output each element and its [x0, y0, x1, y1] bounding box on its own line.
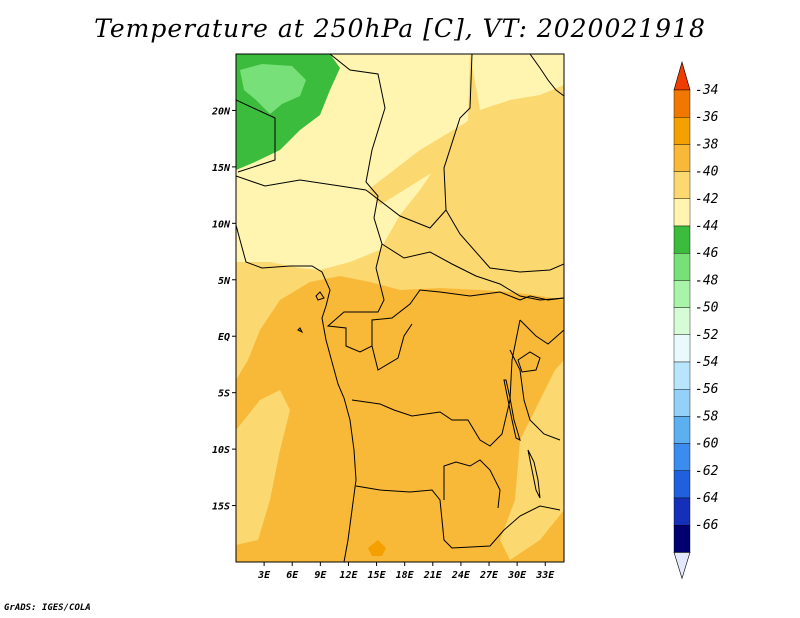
lon-tick-label: 27E [479, 570, 499, 581]
lon-tick-label: 15E [368, 570, 387, 581]
lon-tick-label: 6E [286, 570, 299, 581]
colorbar-swatch [673, 280, 691, 308]
field-region-yellow-southeast [500, 360, 564, 560]
temperature-field [236, 54, 564, 562]
field-spot-dark-orange [368, 540, 386, 556]
islands-gulf-guinea [297, 291, 325, 334]
colorbar-label: -42 [695, 192, 719, 207]
lon-tick-label: 21E [423, 570, 443, 581]
lon-tick-label: 9E [314, 570, 327, 581]
field-streak-yellow [368, 92, 564, 205]
colorbar-swatch [673, 443, 691, 472]
colorbar-label: -56 [695, 382, 719, 397]
colorbar-label: -60 [695, 437, 719, 452]
colorbar-swatch [673, 144, 691, 172]
colorbar-swatch [673, 307, 691, 336]
lon-tick-label: 3E [257, 570, 271, 581]
colorbar-swatch [673, 470, 691, 499]
colorbar-label: -50 [695, 301, 719, 316]
coastline-west-africa [236, 224, 357, 562]
colorbar-swatch [673, 389, 691, 417]
colorbar-label: -38 [695, 137, 719, 152]
colorbar: -34 -36 -38 -40 -42 -44 -46 -48 -50 -52 -54 -56 -58 -… [673, 60, 719, 580]
lon-tick-label: 24E [451, 570, 471, 581]
colorbar-swatch [673, 225, 691, 254]
colorbar-label: -40 [695, 165, 719, 180]
colorbar-swatch [673, 116, 691, 145]
colorbar-label: -58 [695, 409, 719, 424]
colorbar-swatch [673, 334, 691, 363]
lake-malawi [527, 449, 541, 499]
lat-tick-label: 10S [212, 445, 230, 456]
lat-tick-label: 15S [212, 502, 230, 513]
border-north [236, 54, 564, 273]
lat-tick-label: 20N [211, 106, 231, 117]
lat-axis: 20N 15N 10N 5N EQ 5S 10S 15S [211, 106, 236, 513]
border-east [509, 295, 564, 441]
colorbar-label: -48 [695, 273, 719, 288]
field-region-green-light [240, 64, 306, 114]
colorbar-top-arrow [673, 60, 691, 91]
colorbar-swatch [673, 252, 691, 281]
border-south [355, 459, 561, 549]
border-central [326, 267, 521, 371]
lat-tick-label: 5N [218, 276, 231, 287]
colorbar-label: -52 [695, 328, 719, 343]
colorbar-label: -64 [695, 491, 718, 506]
country-borders [236, 54, 564, 562]
colorbar-label: -34 [695, 83, 718, 98]
colorbar-label: -46 [695, 246, 719, 261]
lon-tick-label: 30E [507, 570, 527, 581]
red-sea-coast [529, 54, 564, 97]
lon-tick-label: 18E [396, 570, 415, 581]
colorbar-swatch [673, 525, 691, 553]
colorbar-label: -54 [695, 355, 718, 370]
lat-tick-label: 5S [218, 389, 230, 400]
map-frame [235, 53, 565, 563]
colorbar-label: -36 [695, 110, 719, 125]
colorbar-swatch [673, 171, 691, 200]
colorbar-swatch [673, 497, 691, 526]
grads-footer: GrADS: IGES/COLA [4, 603, 91, 613]
lon-axis: 3E 6E 9E 12E 15E 18E 21E 24E 27E 30E 33E [257, 562, 555, 581]
colorbar-bottom-arrow [673, 552, 691, 580]
colorbar-swatch [673, 198, 691, 227]
chart-title: Temperature at 250hPa [C], VT: 202002191… [94, 14, 706, 43]
lon-tick-label: 12E [339, 570, 358, 581]
lat-tick-label: 10N [212, 219, 231, 230]
border-sahel [236, 175, 564, 301]
colorbar-label: -62 [695, 464, 719, 479]
colorbar-swatch [673, 89, 691, 118]
lon-tick-label: 33E [535, 570, 555, 581]
colorbar-label: -66 [695, 518, 719, 533]
lake-tanganyika [503, 379, 521, 441]
lat-tick-label: EQ [218, 332, 230, 343]
lake-victoria [517, 351, 541, 373]
colorbar-label: -44 [695, 219, 718, 234]
colorbar-swatch [673, 416, 691, 444]
field-region-yellow-south [236, 390, 290, 545]
colorbar-swatch [673, 361, 691, 390]
lat-tick-label: 15N [212, 163, 231, 174]
